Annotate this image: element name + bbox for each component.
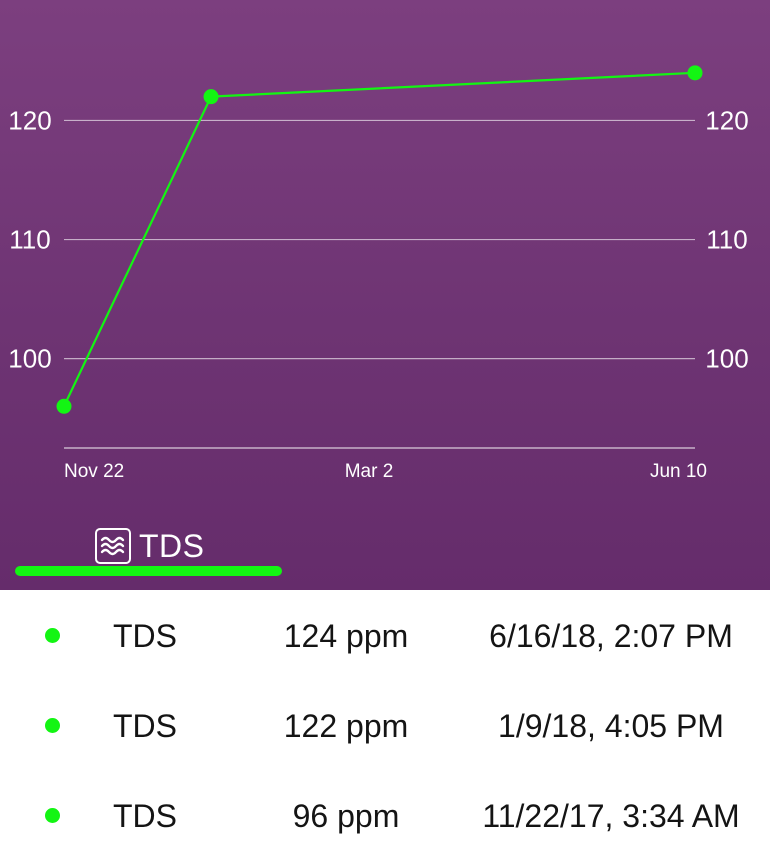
tds-line-chart[interactable]: 100 110 120 100 110 120 Nov 22 Mar 2 Jun 10	[0, 0, 770, 500]
reading-name: TDS	[113, 798, 177, 834]
series-tds	[56, 65, 703, 414]
reading-name: TDS	[113, 618, 177, 654]
reading-time: 1/9/18, 4:05 PM	[498, 708, 724, 744]
series-dot	[45, 718, 60, 733]
reading-row[interactable]: TDS 124 ppm 6/16/18, 2:07 PM	[0, 590, 770, 680]
y-tick-label: 120	[8, 105, 51, 135]
waves-icon	[95, 528, 131, 564]
x-axis: Nov 22 Mar 2 Jun 10	[64, 461, 707, 482]
readings-list: TDS 124 ppm 6/16/18, 2:07 PM TDS 122 ppm…	[0, 590, 770, 856]
reading-row[interactable]: TDS 96 ppm 11/22/17, 3:34 AM	[0, 770, 770, 860]
reading-time: 6/16/18, 2:07 PM	[489, 618, 733, 654]
chart-panel: 100 110 120 100 110 120 Nov 22 Mar 2 Jun 10 TD…	[0, 0, 770, 590]
reading-name: TDS	[113, 708, 177, 744]
y-tick-label: 110	[706, 225, 747, 255]
data-point	[687, 65, 703, 81]
y-tick-label: 120	[705, 105, 748, 135]
reading-value: 96 ppm	[292, 798, 400, 834]
series-dot	[45, 628, 60, 643]
x-tick-label: Mar 2	[345, 461, 394, 482]
y-axis-left: 100 110 120	[8, 105, 51, 373]
series-dot	[45, 808, 60, 823]
x-tick-label: Jun 10	[650, 461, 707, 482]
tab-tds[interactable]: TDS	[95, 526, 205, 566]
data-point	[56, 398, 72, 414]
grid-lines	[64, 119, 695, 449]
y-tick-label: 100	[705, 344, 748, 374]
data-point	[203, 89, 219, 105]
x-tick-label: Nov 22	[64, 461, 124, 482]
y-tick-label: 100	[8, 344, 51, 374]
reading-time: 11/22/17, 3:34 AM	[482, 798, 740, 834]
tab-label: TDS	[139, 527, 205, 564]
y-tick-label: 110	[9, 225, 50, 255]
y-axis-right: 100 110 120	[705, 105, 748, 373]
reading-value: 122 ppm	[283, 708, 409, 744]
reading-row[interactable]: TDS 122 ppm 1/9/18, 4:05 PM	[0, 680, 770, 770]
reading-value: 124 ppm	[283, 618, 409, 654]
tab-active-indicator	[15, 566, 282, 576]
